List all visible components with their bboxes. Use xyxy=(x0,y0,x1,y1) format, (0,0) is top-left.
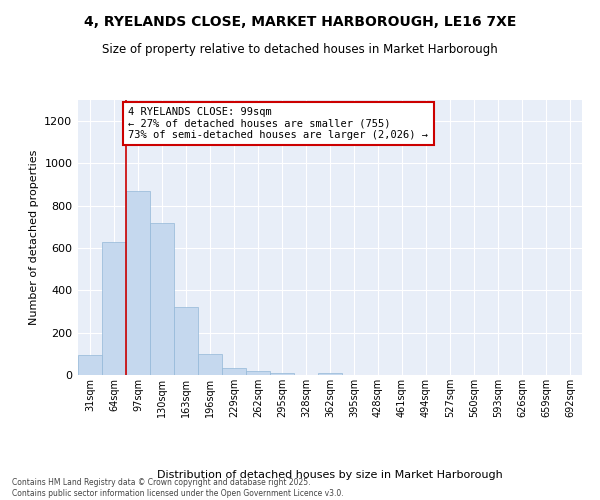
Bar xyxy=(126,191,150,375)
Bar xyxy=(198,354,222,375)
Y-axis label: Number of detached properties: Number of detached properties xyxy=(29,150,39,325)
Text: 4 RYELANDS CLOSE: 99sqm
← 27% of detached houses are smaller (755)
73% of semi-d: 4 RYELANDS CLOSE: 99sqm ← 27% of detache… xyxy=(128,107,428,140)
Text: Distribution of detached houses by size in Market Harborough: Distribution of detached houses by size … xyxy=(157,470,503,480)
Text: Size of property relative to detached houses in Market Harborough: Size of property relative to detached ho… xyxy=(102,42,498,56)
Bar xyxy=(222,368,246,375)
Bar xyxy=(270,373,294,375)
Bar xyxy=(318,373,342,375)
Bar xyxy=(78,355,102,375)
Bar xyxy=(174,308,198,375)
Text: Contains HM Land Registry data © Crown copyright and database right 2025.
Contai: Contains HM Land Registry data © Crown c… xyxy=(12,478,344,498)
Bar xyxy=(150,222,174,375)
Text: 4, RYELANDS CLOSE, MARKET HARBOROUGH, LE16 7XE: 4, RYELANDS CLOSE, MARKET HARBOROUGH, LE… xyxy=(84,15,516,29)
Bar xyxy=(102,242,126,375)
Bar xyxy=(246,371,270,375)
